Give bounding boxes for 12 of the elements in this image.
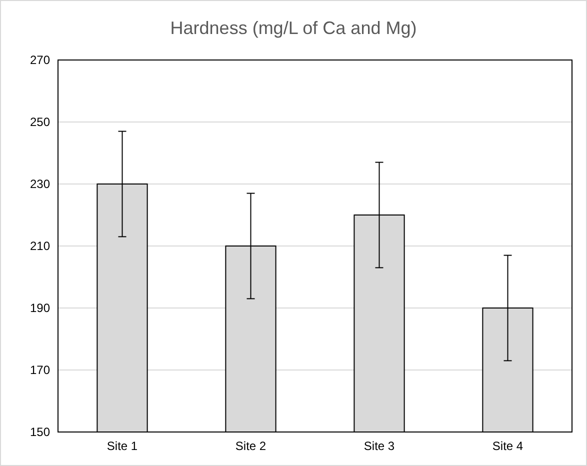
y-tick-label: 210 bbox=[30, 239, 50, 254]
x-tick-label: Site 1 bbox=[106, 439, 138, 453]
y-tick-label: 230 bbox=[30, 177, 50, 192]
y-tick-label: 190 bbox=[30, 301, 50, 316]
y-tick-label: 270 bbox=[30, 53, 50, 68]
x-tick-label: Site 3 bbox=[364, 439, 395, 453]
chart-title: Hardness (mg/L of Ca and Mg) bbox=[170, 18, 417, 38]
y-tick-label: 150 bbox=[30, 425, 50, 440]
y-tick-label: 250 bbox=[30, 115, 50, 130]
x-tick-label: Site 4 bbox=[492, 439, 524, 453]
y-tick-label: 170 bbox=[30, 363, 50, 378]
x-tick-label: Site 2 bbox=[235, 439, 266, 453]
